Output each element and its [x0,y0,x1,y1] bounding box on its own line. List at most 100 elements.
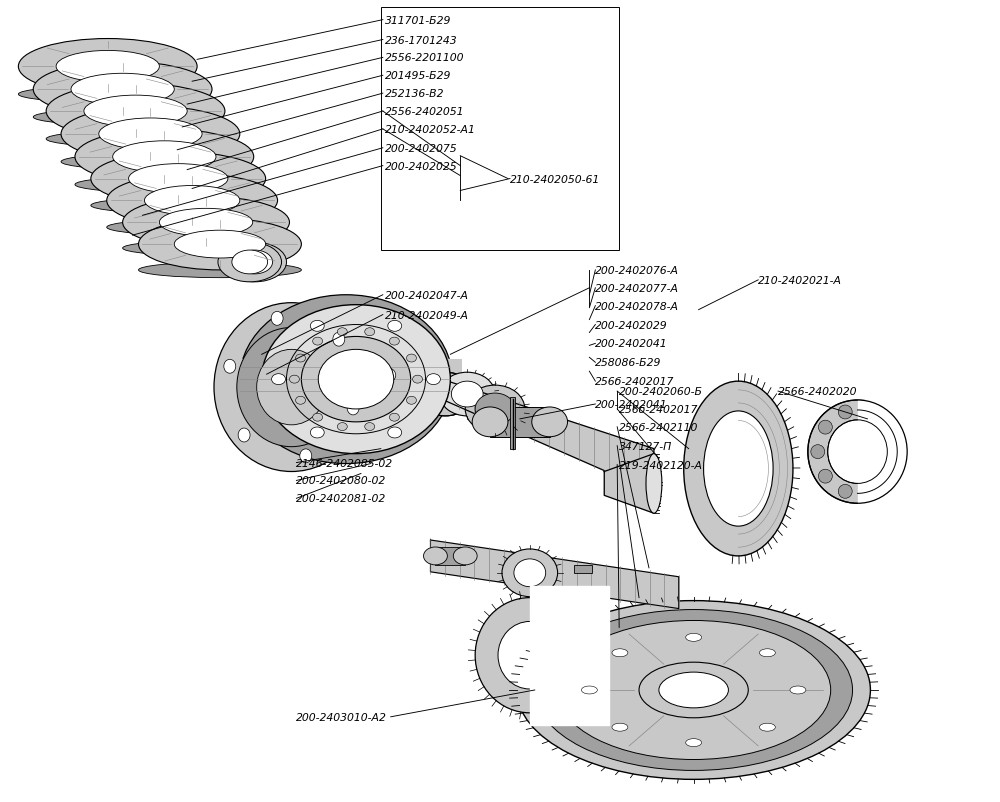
Ellipse shape [828,420,887,484]
Ellipse shape [514,559,546,587]
Ellipse shape [365,328,375,336]
Ellipse shape [818,421,832,435]
Ellipse shape [46,84,225,140]
Text: 210-2402049-A: 210-2402049-A [385,310,469,320]
Ellipse shape [427,375,440,385]
Ellipse shape [838,406,852,419]
Ellipse shape [389,414,399,422]
Ellipse shape [129,164,228,194]
Text: 210-2402052-A1: 210-2402052-A1 [385,125,476,135]
Ellipse shape [863,406,877,419]
Polygon shape [369,356,654,492]
Ellipse shape [451,382,483,407]
Ellipse shape [388,321,402,332]
Ellipse shape [389,338,399,346]
Ellipse shape [759,649,775,657]
Text: 210-2402050-61: 210-2402050-61 [510,174,600,184]
Ellipse shape [475,597,584,713]
Ellipse shape [139,219,301,270]
Ellipse shape [296,354,305,363]
Ellipse shape [232,251,268,274]
Bar [381,8,619,251]
Text: 200-2402078-A: 200-2402078-A [595,302,679,311]
Ellipse shape [296,397,305,405]
Ellipse shape [646,454,662,513]
Ellipse shape [262,306,450,454]
Polygon shape [858,400,907,504]
Text: 256б-2402017: 256б-2402017 [619,404,699,415]
Text: 311701-Б29: 311701-Б29 [385,15,451,26]
Text: 2556-2201100: 2556-2201100 [385,53,464,63]
Bar [240,360,462,399]
Ellipse shape [300,449,312,464]
Ellipse shape [289,375,299,383]
Text: 200-2402080-02: 200-2402080-02 [296,476,387,486]
Ellipse shape [301,337,411,423]
Ellipse shape [365,423,375,431]
Text: 200-2402075: 200-2402075 [385,144,457,153]
Ellipse shape [18,39,197,95]
Ellipse shape [838,484,852,499]
Ellipse shape [811,445,825,459]
Ellipse shape [475,394,515,425]
Text: 210-2402021-A: 210-2402021-A [758,276,842,286]
Ellipse shape [313,338,323,346]
Text: 347127-П: 347127-П [619,441,672,451]
Ellipse shape [883,470,897,484]
Ellipse shape [407,397,416,405]
Ellipse shape [863,484,877,499]
Polygon shape [530,586,609,725]
Ellipse shape [498,622,562,689]
Ellipse shape [257,350,326,425]
Ellipse shape [612,649,628,657]
Text: 252136-В2: 252136-В2 [385,89,444,99]
Ellipse shape [75,177,254,193]
Ellipse shape [535,610,853,771]
Ellipse shape [808,400,907,504]
Ellipse shape [337,423,347,431]
Ellipse shape [759,723,775,731]
Text: 201495-Б29: 201495-Б29 [385,71,451,81]
Text: 200-2403010-A2: 200-2403010-A2 [296,712,387,722]
Ellipse shape [453,547,477,565]
Text: 2556-2402051: 2556-2402051 [385,107,464,117]
Bar [490,407,550,437]
Ellipse shape [310,427,324,439]
Ellipse shape [33,63,212,118]
Ellipse shape [61,154,240,171]
Ellipse shape [424,547,447,565]
Text: 200-2402077-A: 200-2402077-A [595,283,679,294]
Text: 219-2402120-A: 219-2402120-A [619,460,703,470]
Text: 2566-2402020: 2566-2402020 [778,387,858,396]
Text: 200-2402041: 200-2402041 [595,399,668,410]
Ellipse shape [99,119,202,151]
Ellipse shape [84,96,187,128]
Ellipse shape [61,107,240,163]
Text: 200-2402060-Б: 200-2402060-Б [619,387,703,396]
Text: 200-2402041: 200-2402041 [595,339,668,349]
Ellipse shape [704,411,773,526]
Ellipse shape [272,375,285,385]
Ellipse shape [113,142,216,173]
Ellipse shape [790,687,806,694]
Ellipse shape [368,362,404,390]
Ellipse shape [237,251,273,274]
Ellipse shape [223,243,286,282]
Ellipse shape [532,407,568,437]
Ellipse shape [139,263,301,278]
Ellipse shape [890,445,904,459]
Polygon shape [430,541,679,609]
Ellipse shape [686,739,702,747]
Ellipse shape [581,687,597,694]
Ellipse shape [472,407,508,437]
Text: 200-2402029: 200-2402029 [595,320,668,330]
Ellipse shape [123,197,289,249]
Text: 200-2402076-A: 200-2402076-A [595,265,679,276]
Ellipse shape [271,312,283,326]
Bar [510,398,515,449]
Ellipse shape [883,421,897,435]
Ellipse shape [333,333,345,346]
Bar [418,381,467,408]
Ellipse shape [313,414,323,422]
Text: 200-2402047-A: 200-2402047-A [385,290,469,301]
